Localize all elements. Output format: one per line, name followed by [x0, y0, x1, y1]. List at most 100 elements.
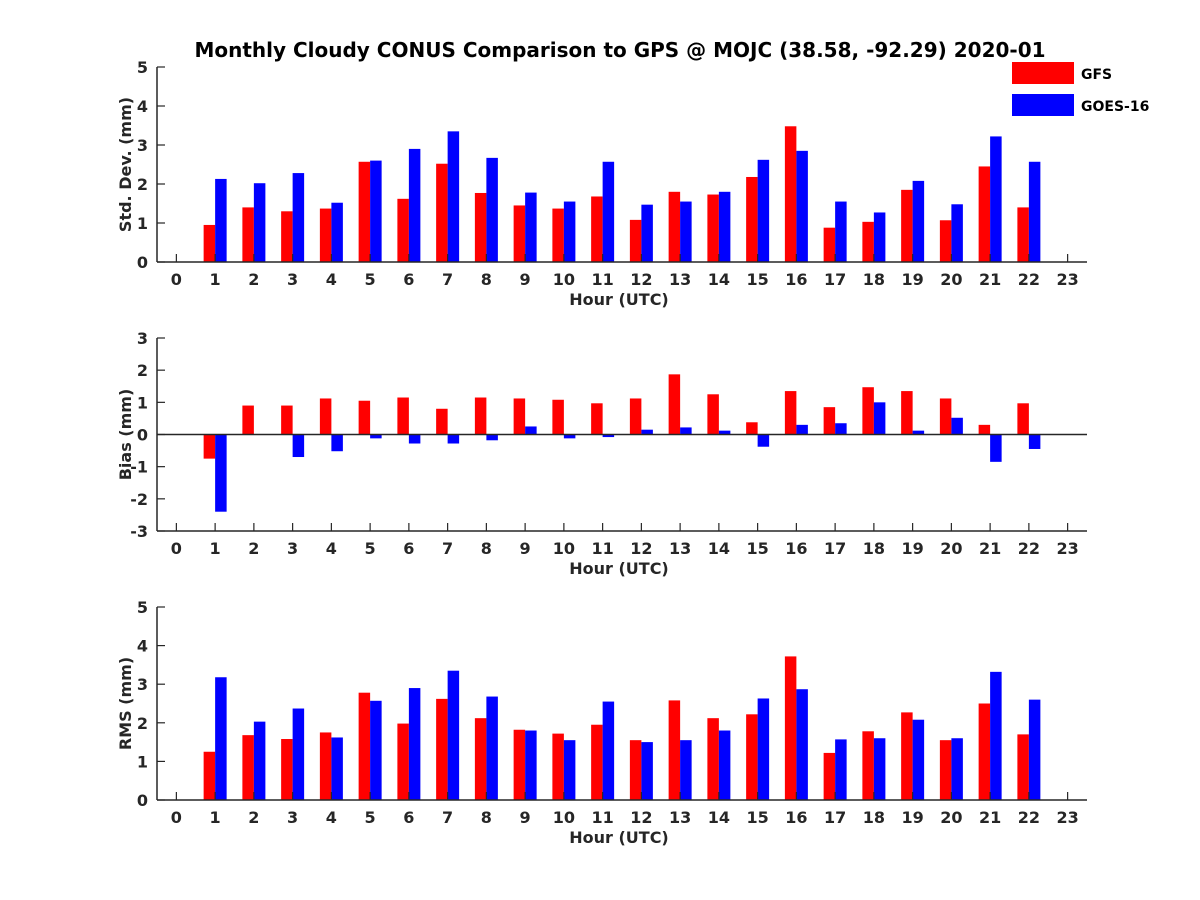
- bar-bias-gfs-16: [784, 391, 797, 435]
- bar-std-gfs-1: [203, 224, 216, 262]
- bar-bias-goes16-18: [873, 402, 886, 435]
- bar-bias-gfs-9: [513, 398, 526, 435]
- bar-rms-goes16-16: [796, 689, 808, 800]
- bar-std-goes16-12: [641, 204, 653, 262]
- bar-bias-goes16-12: [641, 429, 653, 435]
- x-tick-label: 4: [326, 270, 337, 289]
- bar-rms-goes16-7: [447, 670, 460, 800]
- bar-bias-goes16-14: [718, 430, 731, 435]
- y-tick-label: -3: [130, 522, 148, 541]
- bar-bias-gfs-13: [668, 374, 681, 435]
- x-tick-label: 15: [746, 270, 768, 289]
- x-tick-label: 17: [824, 270, 846, 289]
- bar-bias-goes16-17: [835, 423, 847, 435]
- x-tick-label: 16: [785, 270, 807, 289]
- bar-std-gfs-19: [901, 189, 913, 262]
- x-tick-label: 0: [171, 808, 182, 827]
- bar-rms-gfs-13: [668, 700, 681, 800]
- y-tick-label: 0: [137, 253, 148, 272]
- bar-bias-goes16-6: [408, 434, 421, 444]
- x-tick-label: 22: [1018, 539, 1040, 558]
- x-tick-label: 10: [553, 539, 575, 558]
- x-tick-label: 11: [591, 808, 613, 827]
- y-tick-label: 2: [137, 361, 148, 380]
- chart-title: Monthly Cloudy CONUS Comparison to GPS @…: [194, 38, 1045, 62]
- bar-rms-goes16-3: [292, 708, 305, 800]
- bar-std-gfs-7: [436, 163, 448, 262]
- bar-rms-gfs-5: [358, 692, 371, 800]
- x-tick-label: 17: [824, 539, 846, 558]
- bar-std-gfs-16: [784, 126, 797, 262]
- y-tick-label: 3: [137, 329, 148, 348]
- bar-rms-goes16-21: [990, 671, 1002, 800]
- x-tick-label: 11: [591, 539, 613, 558]
- bar-std-gfs-21: [978, 166, 991, 262]
- x-tick-label: 3: [287, 808, 298, 827]
- x-tick-label: 22: [1018, 808, 1040, 827]
- bar-bias-goes16-10: [563, 434, 576, 439]
- bar-bias-goes16-15: [757, 434, 770, 447]
- bar-rms-goes16-10: [563, 740, 576, 800]
- bar-bias-gfs-5: [358, 400, 371, 435]
- legend: GFS GOES-16: [1012, 62, 1149, 116]
- bar-bias-gfs-21: [978, 424, 991, 435]
- bar-rms-gfs-19: [901, 712, 913, 800]
- bar-rms-gfs-22: [1017, 734, 1029, 800]
- bar-rms-goes16-15: [757, 698, 770, 800]
- bar-bias-gfs-1: [203, 434, 216, 459]
- bar-bias-goes16-1: [215, 434, 227, 512]
- y-tick-label: 0: [137, 426, 148, 445]
- x-tick-label: 15: [746, 539, 768, 558]
- x-tick-label: 18: [863, 808, 885, 827]
- x-tick-label: 6: [403, 270, 414, 289]
- bar-std-goes16-8: [486, 157, 498, 262]
- bar-std-goes16-19: [912, 180, 925, 262]
- bar-std-goes16-6: [408, 148, 421, 262]
- bar-std-gfs-13: [668, 191, 681, 262]
- bar-rms-goes16-20: [951, 738, 963, 800]
- x-tick-label: 1: [210, 270, 221, 289]
- x-tick-label: 4: [326, 808, 337, 827]
- bar-bias-gfs-20: [939, 398, 952, 435]
- bar-rms-goes16-17: [835, 739, 847, 800]
- bar-rms-gfs-15: [746, 714, 758, 800]
- legend-label-goes16: GOES-16: [1081, 99, 1149, 115]
- bar-rms-gfs-11: [591, 724, 603, 800]
- x-tick-label: 2: [248, 270, 259, 289]
- bar-std-gfs-15: [746, 176, 758, 262]
- y-tick-label: 0: [137, 791, 148, 810]
- x-tick-label: 11: [591, 270, 613, 289]
- bar-rms-goes16-8: [486, 696, 498, 800]
- bar-std-goes16-16: [796, 150, 808, 262]
- bar-std-gfs-10: [552, 208, 564, 262]
- x-tick-label: 10: [553, 808, 575, 827]
- bar-rms-goes16-4: [331, 737, 343, 800]
- bar-rms-gfs-1: [203, 751, 216, 800]
- x-tick-label: 1: [210, 808, 221, 827]
- bar-rms-gfs-4: [319, 732, 332, 800]
- bar-bias-gfs-11: [591, 403, 603, 435]
- y-axis-label: RMS (mm): [116, 657, 135, 750]
- y-tick-label: 3: [137, 675, 148, 694]
- bar-std-gfs-6: [397, 198, 409, 262]
- bar-std-goes16-1: [215, 178, 227, 262]
- bar-std-goes16-14: [718, 191, 731, 262]
- bar-rms-goes16-19: [912, 719, 925, 800]
- x-tick-label: 12: [630, 539, 652, 558]
- x-tick-label: 22: [1018, 270, 1040, 289]
- bar-bias-goes16-9: [525, 426, 537, 435]
- bar-std-goes16-20: [951, 204, 963, 262]
- bar-rms-goes16-6: [408, 688, 421, 800]
- bar-bias-goes16-19: [912, 430, 925, 435]
- bar-std-goes16-21: [990, 136, 1002, 262]
- bar-std-gfs-22: [1017, 207, 1029, 262]
- bar-bias-gfs-6: [397, 397, 409, 435]
- legend-swatch-gfs: [1012, 62, 1074, 84]
- bar-bias-gfs-19: [901, 391, 913, 435]
- bar-std-gfs-17: [823, 227, 836, 262]
- legend-label-gfs: GFS: [1081, 67, 1112, 83]
- y-tick-label: 4: [137, 637, 148, 656]
- x-tick-label: 18: [863, 539, 885, 558]
- bar-rms-gfs-8: [474, 718, 487, 800]
- bar-std-goes16-11: [602, 161, 615, 262]
